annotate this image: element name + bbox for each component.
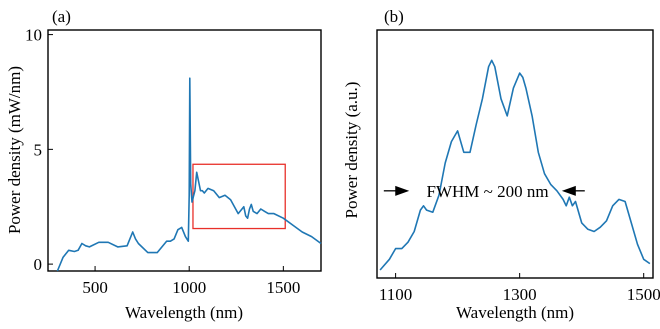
- panel-a: (a) 500 1000 1500 0 5 10 Wavelength (nm) Pow…: [5, 7, 322, 322]
- panel-b-x-tick-label: 1100: [379, 285, 412, 304]
- fwhm-right-arrowhead: [561, 185, 576, 196]
- panel-b-label: (b): [384, 7, 404, 26]
- panel-a-y-tick-label: 10: [25, 26, 42, 45]
- fwhm-label: FWHM ~ 200 nm: [427, 182, 549, 201]
- panel-b-x-tick-label: 1300: [503, 285, 537, 304]
- panel-a-x-axis-label: Wavelength (nm): [125, 303, 243, 322]
- panel-a-frame: [47, 29, 322, 272]
- panel-a-y-tick-label: 5: [34, 140, 43, 159]
- fwhm-left-arrowhead: [395, 185, 410, 196]
- panel-a-series-line: [56, 77, 322, 272]
- panel-a-label: (a): [52, 7, 71, 26]
- panel-a-y-axis-label: Power density (mW/nm): [5, 66, 24, 234]
- panel-b-x-axis-label: Wavelength (nm): [456, 303, 574, 322]
- panel-a-x-tick-label: 1000: [172, 278, 206, 297]
- panel-b-frame: [376, 29, 654, 279]
- panel-b-y-axis-label: Power density (a.u.): [342, 82, 361, 219]
- panel-b-x-tick-label: 1500: [627, 285, 660, 304]
- panel-a-x-tick-label: 1500: [266, 278, 300, 297]
- panel-a-x-tick-label: 500: [82, 278, 108, 297]
- panel-b: (b) 1100 1300 1500 FWHM ~ 200 nm Wavelengt…: [342, 7, 660, 322]
- panel-b-x-ticks: 1100 1300 1500: [379, 273, 660, 304]
- fwhm-annotation: FWHM ~ 200 nm: [383, 182, 585, 201]
- panel-a-x-ticks: 500 1000 1500: [82, 266, 300, 297]
- panel-b-series-line: [379, 59, 651, 271]
- highlight-box: [192, 163, 286, 230]
- panel-a-y-tick-label: 0: [34, 255, 43, 274]
- panel-a-y-ticks: 0 5 10: [25, 26, 53, 274]
